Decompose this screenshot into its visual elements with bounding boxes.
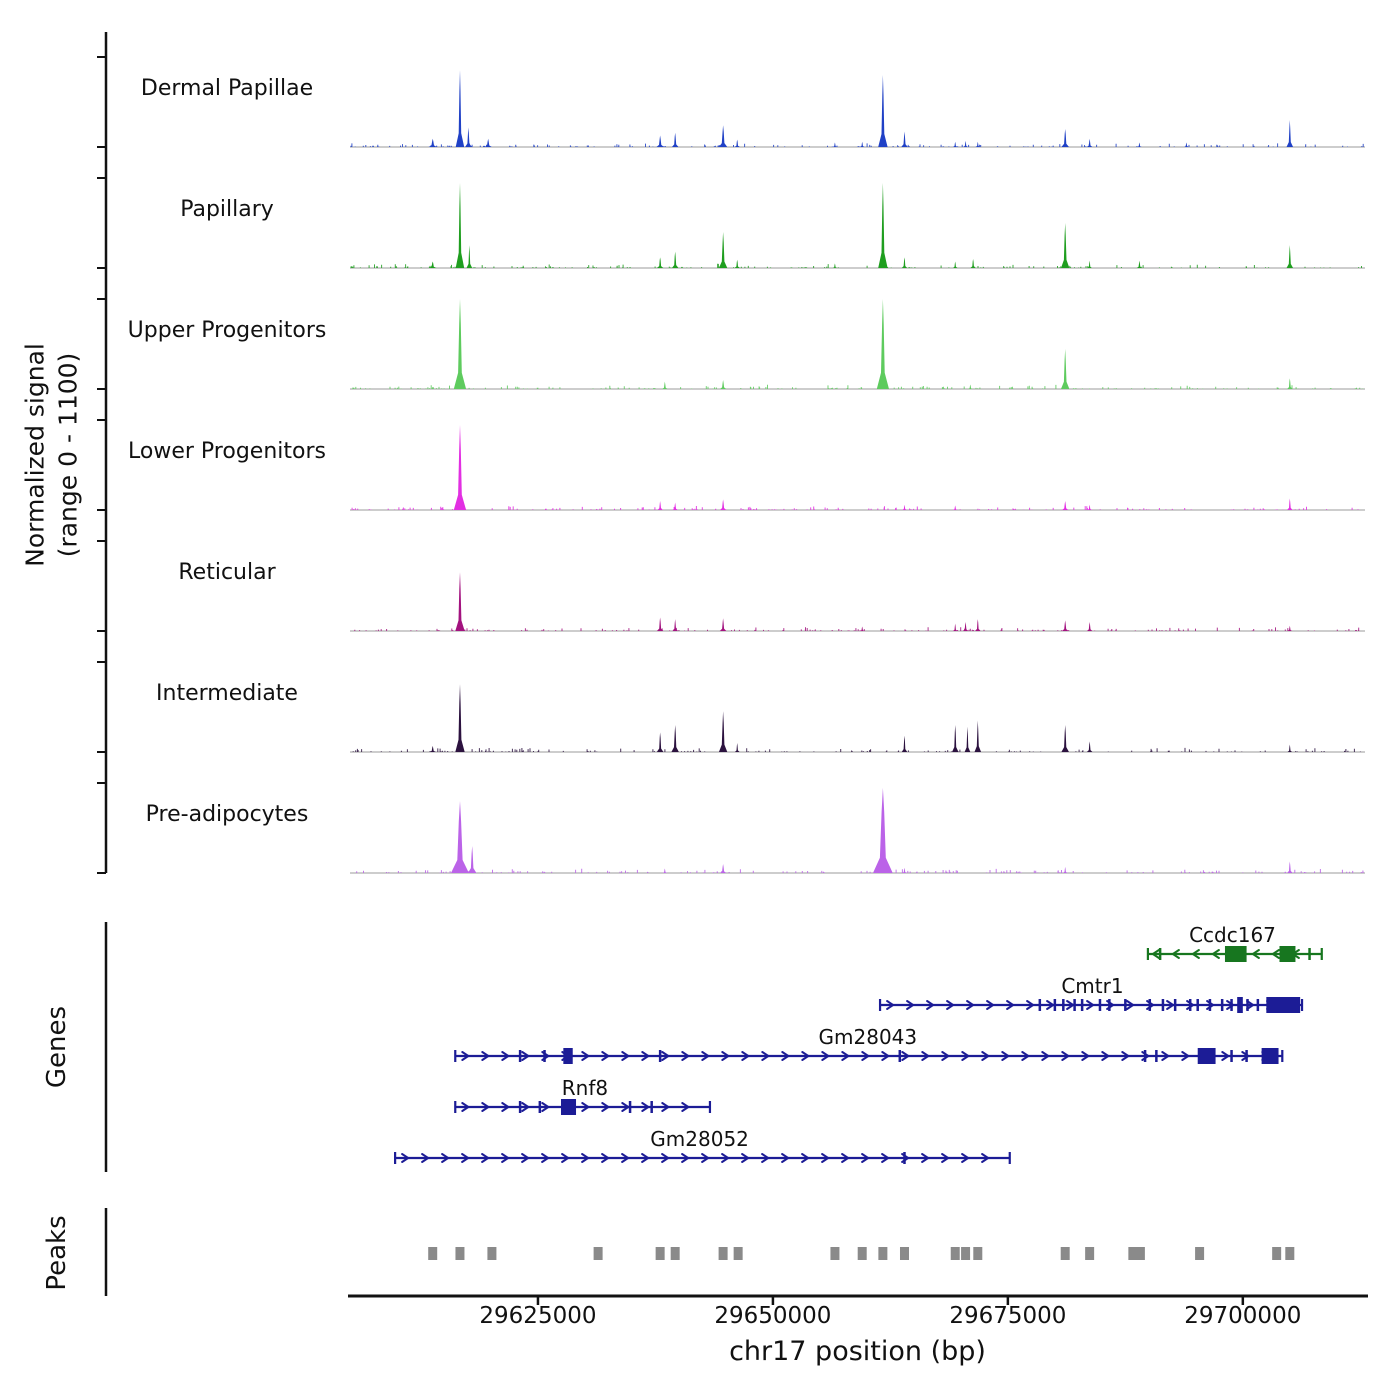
genes-track: Ccdc167 Cmtr1 Gm28043 Rnf8 Gm28052: [394, 923, 1323, 1164]
signal-track-row: Dermal Papillae: [0, 30, 1400, 151]
peak-call-marker: [857, 1247, 867, 1260]
signal-plot: [350, 684, 1365, 753]
peak-call-marker: [1060, 1247, 1070, 1260]
peak-call-marker: [428, 1247, 438, 1260]
x-tick-label: 29675000: [949, 1303, 1067, 1329]
peak-call-marker: [455, 1247, 465, 1260]
x-tick-label: 29700000: [1184, 1303, 1302, 1329]
signal-track-row: Lower Progenitors: [0, 393, 1400, 514]
gene-label: Cmtr1: [1061, 974, 1123, 998]
peak-call-marker: [1128, 1247, 1138, 1260]
x-axis-label: chr17 position (bp): [729, 1336, 986, 1367]
gene-model-rnf8: Rnf8: [454, 1076, 712, 1115]
track-label: Lower Progenitors: [128, 439, 326, 464]
gene-model-ccdc167: Ccdc167: [1146, 923, 1323, 962]
peak-call-marker: [1085, 1247, 1095, 1260]
signal-track-row: Pre-adipocytes: [0, 756, 1400, 877]
peak-call-marker: [961, 1247, 971, 1260]
gene-label: Gm28043: [819, 1025, 918, 1049]
peak-call-marker: [1195, 1247, 1205, 1260]
peaks-section-label: Peaks: [42, 1215, 72, 1291]
signal-plot: [350, 299, 1365, 390]
peak-call-marker: [1135, 1247, 1145, 1260]
gene-model-gm28043: Gm28043: [454, 1025, 1284, 1064]
track-label: Papillary: [180, 197, 274, 222]
signal-track-row: Intermediate: [0, 635, 1400, 756]
signal-plot: [350, 70, 1365, 148]
signal-plot: [350, 182, 1365, 269]
track-label: Intermediate: [156, 681, 298, 706]
gene-model-cmtr1: Cmtr1: [878, 974, 1304, 1013]
signal-plot: [350, 572, 1365, 632]
peak-call-marker: [593, 1247, 603, 1260]
gene-model-gm28052: Gm28052: [394, 1127, 1011, 1164]
peak-call-marker: [655, 1247, 665, 1260]
gene-label: Ccdc167: [1189, 923, 1276, 947]
gene-label: Rnf8: [562, 1076, 608, 1100]
peak-call-marker: [718, 1247, 728, 1260]
peak-call-marker: [973, 1247, 983, 1260]
signal-track-row: Papillary: [0, 151, 1400, 272]
peak-call-marker: [670, 1247, 680, 1260]
signal-track-row: Upper Progenitors: [0, 272, 1400, 393]
track-label: Dermal Papillae: [140, 76, 314, 101]
peak-call-marker: [878, 1247, 888, 1260]
peak-call-marker: [830, 1247, 840, 1260]
x-tick-label: 29625000: [479, 1303, 597, 1329]
peaks-track: [428, 1247, 1295, 1260]
signal-track-row: Reticular: [0, 514, 1400, 635]
track-label: Reticular: [178, 560, 276, 585]
genes-section-label: Genes: [42, 1005, 72, 1089]
track-label: Pre-adipocytes: [145, 802, 309, 827]
track-label: Upper Progenitors: [127, 318, 327, 343]
peak-call-marker: [899, 1247, 909, 1260]
peak-call-marker: [733, 1247, 743, 1260]
peak-call-marker: [1272, 1247, 1282, 1260]
signal-plot: [350, 424, 1365, 511]
peak-call-marker: [950, 1247, 960, 1260]
x-tick-label: 29650000: [714, 1303, 832, 1329]
peak-call-marker: [487, 1247, 497, 1260]
peak-call-marker: [1285, 1247, 1295, 1260]
signal-plot: [350, 787, 1365, 874]
gene-label: Gm28052: [650, 1127, 749, 1151]
